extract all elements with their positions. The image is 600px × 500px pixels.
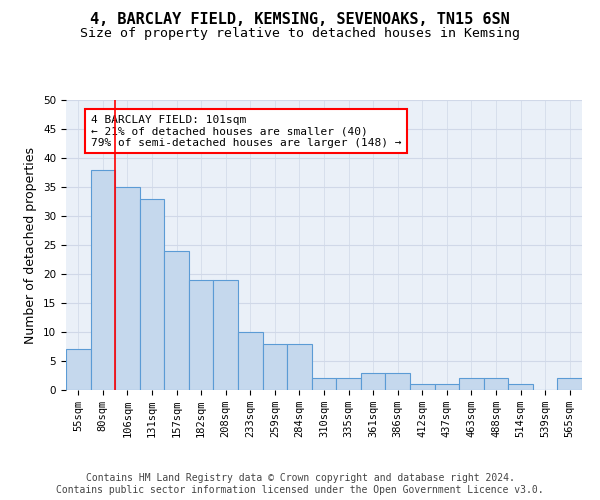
Bar [434,384,459,390]
Bar [312,378,336,390]
Bar [140,198,164,390]
Bar [115,187,140,390]
Text: 4, BARCLAY FIELD, KEMSING, SEVENOAKS, TN15 6SN: 4, BARCLAY FIELD, KEMSING, SEVENOAKS, TN… [90,12,510,28]
Bar [214,280,238,390]
Text: 4 BARCLAY FIELD: 101sqm
← 21% of detached houses are smaller (40)
79% of semi-de: 4 BARCLAY FIELD: 101sqm ← 21% of detache… [91,114,401,148]
Y-axis label: Number of detached properties: Number of detached properties [25,146,37,344]
Bar [164,251,189,390]
Bar [263,344,287,390]
Bar [484,378,508,390]
Bar [508,384,533,390]
Bar [459,378,484,390]
Bar [361,372,385,390]
Bar [66,350,91,390]
Text: Size of property relative to detached houses in Kemsing: Size of property relative to detached ho… [80,28,520,40]
Bar [336,378,361,390]
Bar [238,332,263,390]
Bar [410,384,434,390]
Bar [557,378,582,390]
Bar [385,372,410,390]
Bar [91,170,115,390]
Bar [189,280,214,390]
Bar [287,344,312,390]
Text: Contains HM Land Registry data © Crown copyright and database right 2024.
Contai: Contains HM Land Registry data © Crown c… [56,474,544,495]
